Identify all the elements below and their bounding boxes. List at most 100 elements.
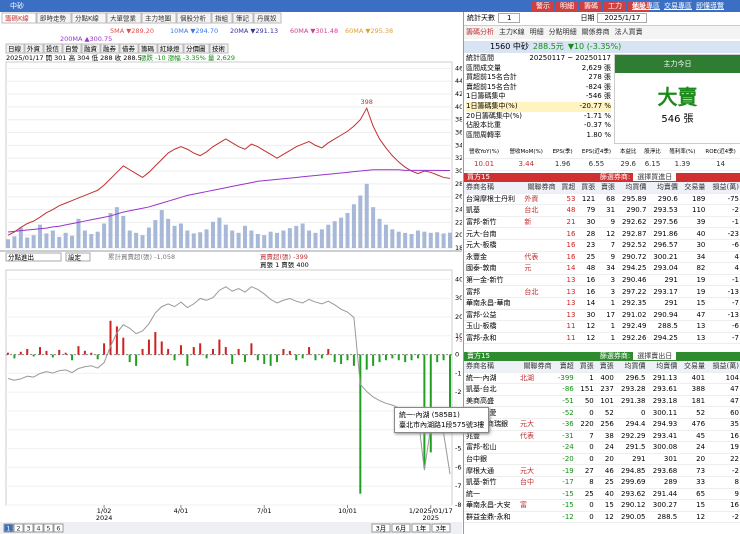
tool-tab-label[interactable]: 投信 (46, 44, 60, 53)
tab-label[interactable]: 筆記 (236, 14, 250, 23)
header-button[interactable]: 籌碼 (580, 1, 602, 11)
tool-tab[interactable] (43, 43, 63, 54)
row[interactable]: 凱基 台北 48 79 31 290.7 293.53 110 -2 (464, 204, 740, 217)
page-button[interactable] (23, 523, 34, 533)
control[interactable] (5, 252, 62, 262)
row[interactable]: 凱基-台北 -86 151 237 293.28 293.61 388 47 (464, 383, 740, 396)
tool-tab[interactable] (119, 43, 139, 54)
row[interactable]: 美商高盛 -51 50 101 291.38 293.18 181 47 (464, 395, 740, 408)
tab-label[interactable]: 丹厲奴 (257, 14, 277, 23)
page-button[interactable] (13, 523, 24, 533)
tool-tab-label[interactable]: 紅綠燈 (160, 44, 180, 53)
tool-tab[interactable] (24, 43, 44, 54)
row[interactable]: 統一 -15 25 40 293.62 291.44 65 9 (464, 488, 740, 501)
tab[interactable] (71, 12, 107, 24)
range-label[interactable]: 3年 (436, 524, 447, 533)
row[interactable]: 華南永昌-華南 13 14 1 292.35 291 15 -7 (464, 297, 740, 310)
tool-tab-label[interactable]: 融券 (103, 44, 117, 53)
control-label[interactable]: 分點進出 (8, 253, 34, 262)
tab[interactable]: 籌碼分析 (466, 28, 494, 36)
row[interactable]: 富邦 台北 13 16 3 297.22 293.17 19 -13 (464, 285, 740, 298)
page-label[interactable]: 5 (46, 525, 50, 533)
row[interactable]: 凱基-新竹 台中 -17 8 25 299.69 289 33 8 (464, 476, 740, 489)
range-button[interactable] (431, 523, 451, 533)
range-label[interactable]: 1年 (416, 524, 427, 533)
row[interactable]: 兆豐 代表 -31 7 38 292.29 293.41 45 16 (464, 430, 740, 443)
page-label[interactable]: 1 (6, 525, 10, 533)
tool-tab-label[interactable]: 日線 (8, 44, 22, 53)
page-button[interactable] (33, 523, 44, 533)
tool-tab-label[interactable]: 外資 (27, 44, 41, 53)
range-label[interactable]: 6月 (396, 525, 407, 533)
tab-label[interactable]: 分點K線 (75, 14, 99, 23)
tab[interactable]: 主力K線 (499, 28, 525, 36)
page-label[interactable]: 2 (16, 525, 20, 533)
tool-tab[interactable] (157, 43, 184, 54)
tab[interactable]: 關係券商 (581, 28, 610, 36)
page-label[interactable]: 6 (56, 525, 60, 533)
range-button[interactable] (371, 523, 391, 533)
tool-tab[interactable] (100, 43, 120, 54)
tab[interactable] (176, 12, 212, 24)
row[interactable]: 富邦-新竹新 21 30 9 292.62 297.56 39 -1 (464, 216, 740, 229)
tool-tab[interactable] (62, 43, 82, 54)
row[interactable]: 富邦-永和 11 12 1 292.26 294.25 13 -7 (464, 332, 740, 345)
tab[interactable]: 法人買賣 (614, 28, 643, 36)
row[interactable]: 永豐金 代表 16 25 9 290.72 300.21 34 4 (464, 251, 740, 264)
tool-tab-label[interactable]: 借券 (122, 44, 136, 53)
page-label[interactable]: 3 (26, 525, 30, 533)
row[interactable]: 元大-板橋 16 23 7 292.52 296.57 30 -6 (464, 239, 740, 252)
tab[interactable] (211, 12, 233, 24)
row[interactable]: 元大-台南 16 28 12 292.87 291.86 40 -23 (464, 227, 740, 240)
row[interactable]: 玉山-板橋 11 12 1 292.49 288.5 13 -6 (464, 320, 740, 333)
tab-label[interactable]: 即時走勢 (40, 14, 67, 23)
page-button[interactable] (43, 523, 54, 533)
page-button[interactable] (3, 523, 14, 533)
tab[interactable] (141, 12, 177, 24)
control-label[interactable]: 設定 (68, 253, 82, 262)
tool-tab[interactable] (209, 43, 229, 54)
header-link[interactable]: 交易專區 (664, 2, 692, 10)
tab-label[interactable]: 指組 (215, 14, 229, 23)
tab[interactable] (232, 12, 254, 24)
header-link[interactable]: 個股專區 (632, 2, 660, 10)
header-button[interactable]: 警示 (532, 1, 554, 11)
tool-tab-label[interactable]: 籌碼 (141, 44, 155, 53)
range-button[interactable] (411, 523, 431, 533)
header-button[interactable]: 地址 (628, 1, 650, 11)
header-button[interactable]: 工力 (604, 1, 626, 11)
tab-label[interactable]: 籌碼K線 (5, 14, 29, 23)
row[interactable]: 國泰-敦南元 14 48 34 294.25 293.04 82 4 (464, 262, 740, 275)
tool-tab-label[interactable]: 技術 (212, 44, 226, 53)
row[interactable]: 台中銀 -20 0 20 291 301 20 22 (464, 453, 740, 466)
row[interactable]: 華南永昌-大安富 -15 0 15 290.12 300.27 15 16 (464, 499, 740, 512)
range-button[interactable] (391, 523, 411, 533)
tool-tab[interactable] (81, 43, 101, 54)
tool-tab[interactable] (5, 43, 25, 54)
tab[interactable] (106, 12, 142, 24)
page-label[interactable]: 4 (36, 525, 40, 533)
tool-tab-label[interactable]: 融資 (84, 44, 98, 53)
tab[interactable] (1, 12, 37, 24)
row[interactable]: 富邦-公益 13 30 17 291.02 290.94 47 -13 (464, 309, 740, 322)
control[interactable] (65, 252, 91, 262)
tool-tab-label[interactable]: 分價圖 (186, 44, 206, 53)
tab-label[interactable]: 大單營業 (110, 14, 137, 23)
range-label[interactable]: 3月 (376, 525, 387, 533)
tab-label[interactable]: 主力地圖 (145, 14, 171, 23)
tab-label[interactable]: 個股分析 (180, 14, 207, 23)
row[interactable]: 台灣摩根士丹利 外資 53 121 68 295.89 290.6 189 -75 (464, 193, 740, 206)
header-button[interactable]: 明細 (556, 1, 578, 11)
row[interactable]: 摩根大通 元大 -19 27 46 294.85 293.68 73 -2 (464, 464, 740, 477)
row[interactable]: 第一金-新竹 13 16 3 290.46 291 19 -1 (464, 274, 740, 287)
tab[interactable] (253, 12, 282, 24)
page-button[interactable] (53, 523, 64, 533)
tool-tab[interactable] (138, 43, 158, 54)
tool-tab-label[interactable]: 自營 (65, 44, 79, 53)
tool-tab[interactable] (183, 43, 210, 54)
row[interactable]: 富邦-松山 -24 0 24 291.5 300.08 24 19 (464, 441, 740, 454)
tab[interactable]: 分點明細 (548, 28, 577, 36)
tab[interactable]: 明細 (529, 28, 544, 36)
